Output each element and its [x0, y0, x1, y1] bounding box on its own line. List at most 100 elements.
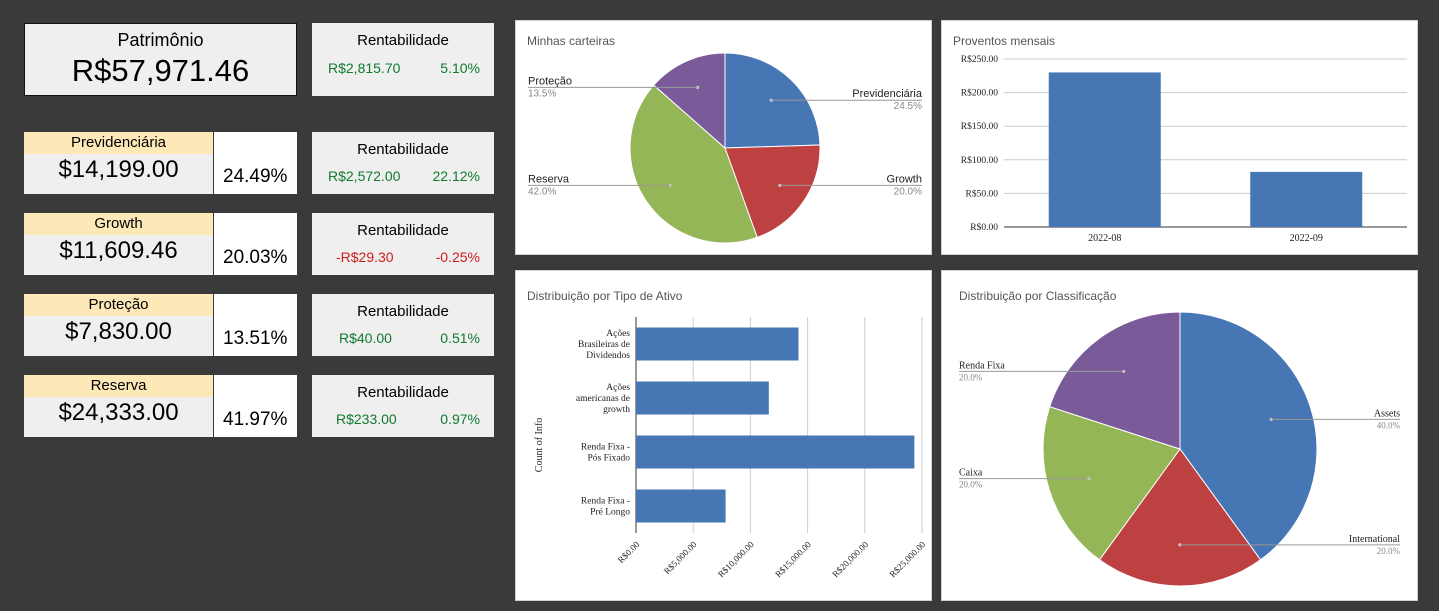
rent-pct: 22.12%: [432, 168, 480, 184]
category-box-growth: Growth $11,609.46: [24, 213, 213, 275]
pie-chart-classificacao: Assets40.0%International20.0%Caixa20.0%R…: [959, 311, 1401, 587]
category-value: $7,830.00: [65, 318, 172, 345]
category-name: Growth: [24, 213, 213, 235]
y-tick-label: R$100.00: [961, 155, 998, 166]
chart-card-tipo-ativo: Distribuição por Tipo de Ativo R$0.00 R$5…: [515, 270, 932, 601]
slice-percent-label: 20.0%: [894, 186, 922, 197]
slice-percent-label: 42.0%: [528, 186, 556, 197]
rent-amount: -R$29.30: [336, 249, 394, 265]
pie-slice: [1098, 448, 1262, 587]
rent-amount: R$40.00: [339, 330, 392, 346]
slice-label: Renda Fixa: [959, 360, 1005, 371]
patrimonio-box: Patrimônio R$57,971.46: [24, 23, 297, 96]
slice-label: Assets: [1374, 408, 1400, 419]
y-category-label: Pós Fixado: [588, 454, 631, 464]
x-tick-label: 2022-09: [1290, 233, 1323, 244]
category-share-box: 24.49%: [214, 132, 297, 194]
chart-title: Proventos mensais: [953, 34, 1056, 48]
y-category-label: Dividendos: [586, 351, 630, 361]
bar: [636, 489, 726, 523]
y-category-label: Renda Fixa -: [581, 443, 630, 453]
category-share-box: 41.97%: [214, 375, 297, 437]
pie-slice: [1049, 311, 1181, 450]
rent-pct: -0.25%: [435, 249, 480, 265]
category-box-protecao: Proteção $7,830.00: [24, 294, 213, 356]
category-rent-box: Rentabilidade R$233.00 0.97%: [312, 375, 494, 437]
chart-card-minhas-carteiras: Minhas carteiras Previdenciária 24.5% Grow…: [515, 20, 932, 255]
bar: [636, 435, 915, 469]
patrimonio-label: Patrimônio: [117, 30, 204, 50]
y-category-label: Renda Fixa -: [581, 497, 630, 507]
category-value: $24,333.00: [58, 399, 179, 426]
slice-percent-label: 20.0%: [1377, 546, 1401, 556]
y-category-label: Brasileiras de: [578, 340, 630, 350]
bar: [1048, 72, 1161, 227]
bar: [1250, 171, 1363, 227]
bar: [636, 381, 769, 415]
slice-percent-label: 24.5%: [894, 101, 922, 112]
category-share-box: 13.51%: [214, 294, 297, 356]
rent-label: Rentabilidade: [357, 32, 449, 49]
bar: [636, 327, 799, 361]
x-tick-label: 2022-08: [1088, 233, 1121, 244]
category-rent-box: Rentabilidade R$40.00 0.51%: [312, 294, 494, 356]
chart-card-classificacao: Distribuição por Classificação Assets 40.…: [941, 270, 1418, 601]
slice-leader-dot: [1269, 417, 1273, 421]
slice-label: Reserva: [528, 173, 570, 185]
rent-label: Rentabilidade: [357, 222, 449, 239]
pie-slice: [629, 84, 758, 244]
category-share: 20.03%: [223, 247, 288, 268]
slice-percent-label: 20.0%: [959, 480, 983, 490]
rent-amount: R$2,815.70: [328, 60, 401, 76]
category-name: Reserva: [24, 375, 213, 397]
summary-rent-box: Rentabilidade R$2,815.70 5.10%: [312, 23, 494, 96]
category-share-box: 20.03%: [214, 213, 297, 275]
category-share: 13.51%: [223, 328, 288, 349]
slice-label: Proteção: [528, 75, 572, 87]
patrimonio-value: R$57,971.46: [71, 53, 250, 88]
y-tick-label: R$150.00: [961, 121, 998, 132]
rent-pct: 0.97%: [440, 411, 480, 427]
category-rent-box: Rentabilidade R$2,572.00 22.12%: [312, 132, 494, 194]
rent-label: Rentabilidade: [357, 384, 449, 401]
rent-pct: 0.51%: [440, 330, 480, 346]
slice-label: Caixa: [959, 468, 983, 479]
y-tick-label: R$50.00: [966, 188, 999, 199]
y-category-label: Pré Longo: [590, 508, 630, 518]
y-category-label: americanas de: [576, 394, 630, 404]
x-tick-label: R$0.00: [616, 539, 642, 565]
chart-title: Distribuição por Tipo de Ativo: [527, 289, 683, 303]
pie-slice: [724, 144, 821, 239]
pie-slice: [653, 52, 726, 150]
slice-percent-label: 40.0%: [1377, 420, 1401, 430]
x-tick-label: R$5,000.00: [662, 539, 699, 576]
rent-amount: R$233.00: [336, 411, 397, 427]
x-tick-label: R$15,000.00: [773, 539, 813, 579]
rent-label: Rentabilidade: [357, 141, 449, 158]
rent-label: Rentabilidade: [357, 303, 449, 320]
chart-card-proventos: Proventos mensais R$0.00 R$50.00 R$100.00 R…: [941, 20, 1418, 255]
category-rent-box: Rentabilidade -R$29.30 -0.25%: [312, 213, 494, 275]
x-tick-label: R$10,000.00: [716, 539, 756, 579]
y-category-label: Ações: [606, 383, 630, 393]
chart-title: Minhas carteiras: [527, 34, 616, 48]
chart-title: Distribuição por Classificação: [959, 289, 1117, 303]
slice-leader-dot: [1122, 369, 1126, 374]
category-box-previdenciaria: Previdenciária $14,199.00: [24, 132, 213, 194]
slice-label: Growth: [887, 173, 922, 185]
category-name: Proteção: [24, 294, 213, 316]
bar-chart-proventos: R$0.00 R$50.00 R$100.00 R$150.00 R$200.00 R$2…: [961, 54, 1407, 244]
x-tick-label: R$20,000.00: [830, 539, 870, 579]
category-value: $11,609.46: [59, 237, 178, 264]
slice-leader-dot: [1087, 477, 1091, 481]
slice-label: Previdenciária: [852, 88, 923, 100]
category-name: Previdenciária: [24, 132, 213, 154]
slice-percent-label: 20.0%: [959, 372, 983, 382]
slice-label: International: [1349, 534, 1400, 545]
y-axis-title: Count of Info: [534, 418, 545, 472]
category-share: 24.49%: [223, 166, 288, 187]
category-box-reserva: Reserva $24,333.00: [24, 375, 213, 437]
hbar-chart-tipo-ativo: R$0.00 R$5,000.00 R$10,000.00 R$15,000.00 R$…: [534, 317, 928, 579]
pie-slice: [1042, 406, 1181, 561]
